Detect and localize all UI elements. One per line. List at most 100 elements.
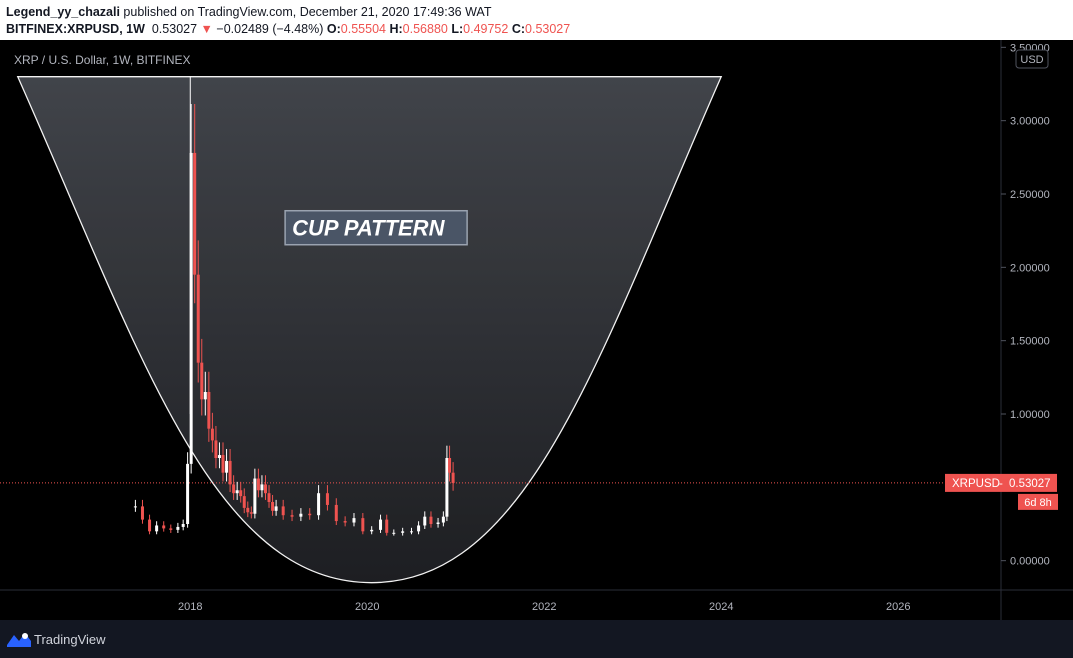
candle-body: [210, 428, 214, 441]
cup-pattern-annotation[interactable]: CUP PATTERN: [284, 209, 468, 246]
price-chart[interactable]: 0.000000.500001.000001.500002.000002.500…: [0, 40, 1073, 620]
candle-body: [162, 525, 166, 529]
cup-pattern-shape: [16, 76, 723, 584]
candle-body: [225, 460, 229, 473]
y-tick-label: 1.00000: [1010, 409, 1050, 421]
x-tick-label: 2018: [178, 601, 202, 613]
price-tag-symbol: XRPUSD: [952, 478, 1000, 490]
y-tick-label: 3.00000: [1010, 116, 1050, 128]
candle-body: [217, 455, 221, 458]
y-tick-label: 2.00000: [1010, 262, 1050, 274]
candle-body: [203, 392, 207, 400]
last-price: 0.53027: [151, 22, 198, 36]
high-value: 0.56880: [402, 22, 448, 36]
symbol-label: BITFINEX:XRPUSD, 1W: [6, 22, 145, 36]
candle-body: [155, 525, 159, 532]
candle-body: [436, 522, 440, 524]
candle-body: [133, 506, 137, 508]
publish-date: published on TradingView.com, December 2…: [119, 5, 492, 19]
chart-area[interactable]: 0.000000.500001.000001.500002.000002.500…: [0, 40, 1073, 620]
candle-body: [214, 440, 218, 458]
y-tick-label: 1.50000: [1010, 336, 1050, 348]
candle-body: [189, 152, 193, 464]
candle-body: [410, 531, 414, 533]
candle-body: [207, 392, 211, 429]
candle-body: [271, 502, 275, 511]
candle-body: [334, 504, 338, 522]
candle-body: [169, 528, 173, 530]
tradingview-logo-icon[interactable]: [7, 631, 31, 647]
candle-body: [379, 519, 383, 530]
chart-title: XRP / U.S. Dollar, 1W, BITFINEX: [14, 53, 191, 67]
candle-body: [441, 516, 445, 523]
candle-body: [299, 513, 303, 517]
candle-body: [186, 463, 190, 524]
candle-body: [445, 458, 449, 517]
price-tag-value: 0.53027: [1009, 478, 1051, 490]
candle-body: [392, 532, 396, 534]
publish-info: Legend_yy_chazali published on TradingVi…: [6, 5, 491, 19]
low-value: 0.49752: [463, 22, 509, 36]
candle-body: [325, 493, 329, 505]
candle-body: [263, 484, 267, 494]
high-label: H:: [389, 22, 403, 36]
candle-body: [361, 518, 365, 532]
candle-body: [423, 516, 427, 526]
currency-label: USD: [1020, 54, 1043, 66]
candle-body: [253, 478, 257, 514]
open-value: 0.55504: [340, 22, 386, 36]
close-label: C:: [511, 22, 526, 36]
x-tick-label: 2020: [355, 601, 379, 613]
candle-body: [290, 515, 294, 517]
candle-body: [140, 506, 144, 520]
currency-button[interactable]: USD: [1015, 49, 1049, 69]
cup-pattern-label: CUP PATTERN: [292, 216, 445, 241]
candle-body: [308, 513, 312, 516]
open-label: O:: [326, 22, 341, 36]
price-tag-separator: -: [999, 478, 1003, 490]
candle-body: [239, 490, 243, 497]
candle-body: [176, 526, 180, 530]
bar-countdown: 6d 8h: [1024, 497, 1052, 509]
candle-body: [281, 506, 285, 516]
current-price-tag: XRPUSD - 0.53027 6d 8h: [945, 473, 1058, 510]
candle-body: [451, 472, 455, 483]
author-name[interactable]: Legend_yy_chazali: [6, 5, 120, 19]
candle-body: [193, 152, 197, 275]
x-tick-label: 2022: [532, 601, 556, 613]
low-label: L:: [451, 22, 464, 36]
candle-body: [417, 525, 421, 532]
candle-body: [256, 478, 260, 491]
candle-body: [448, 458, 452, 473]
close-value: 0.53027: [525, 22, 571, 36]
candle-body: [352, 518, 356, 523]
y-tick-label: 0.00000: [1010, 556, 1050, 568]
candle-body: [401, 531, 405, 533]
candle-body: [343, 521, 347, 523]
down-arrow-icon: ▼: [200, 22, 213, 36]
x-tick-label: 2024: [709, 601, 733, 613]
ohlc-legend: BITFINEX:XRPUSD, 1W 0.53027 ▼ −0.02489 (…: [6, 22, 570, 36]
candle-body: [385, 519, 389, 533]
y-tick-label: 2.50000: [1010, 189, 1050, 201]
candle-body: [235, 490, 239, 494]
tradingview-brand[interactable]: TradingView: [34, 632, 106, 647]
candle-body: [267, 493, 271, 502]
candle-body: [196, 274, 200, 363]
x-tick-label: 2026: [886, 601, 910, 613]
candle-body: [246, 507, 250, 513]
candle-body: [429, 516, 433, 524]
candle-body: [274, 506, 278, 511]
chart-header: Legend_yy_chazali published on TradingVi…: [0, 0, 1073, 40]
price-change: −0.02489 (−4.48%): [216, 22, 324, 36]
candle-body: [232, 484, 236, 494]
candle-body: [260, 484, 264, 491]
candle-body: [317, 493, 321, 516]
candle-body: [221, 455, 225, 473]
candle-body: [370, 529, 374, 532]
candle-body: [228, 460, 232, 485]
candle-body: [148, 519, 152, 532]
candle-body: [181, 524, 185, 527]
candle-body: [242, 496, 246, 508]
candle-body: [249, 512, 253, 514]
